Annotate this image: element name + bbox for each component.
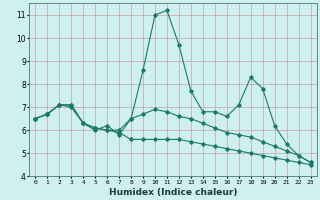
X-axis label: Humidex (Indice chaleur): Humidex (Indice chaleur) xyxy=(109,188,237,197)
